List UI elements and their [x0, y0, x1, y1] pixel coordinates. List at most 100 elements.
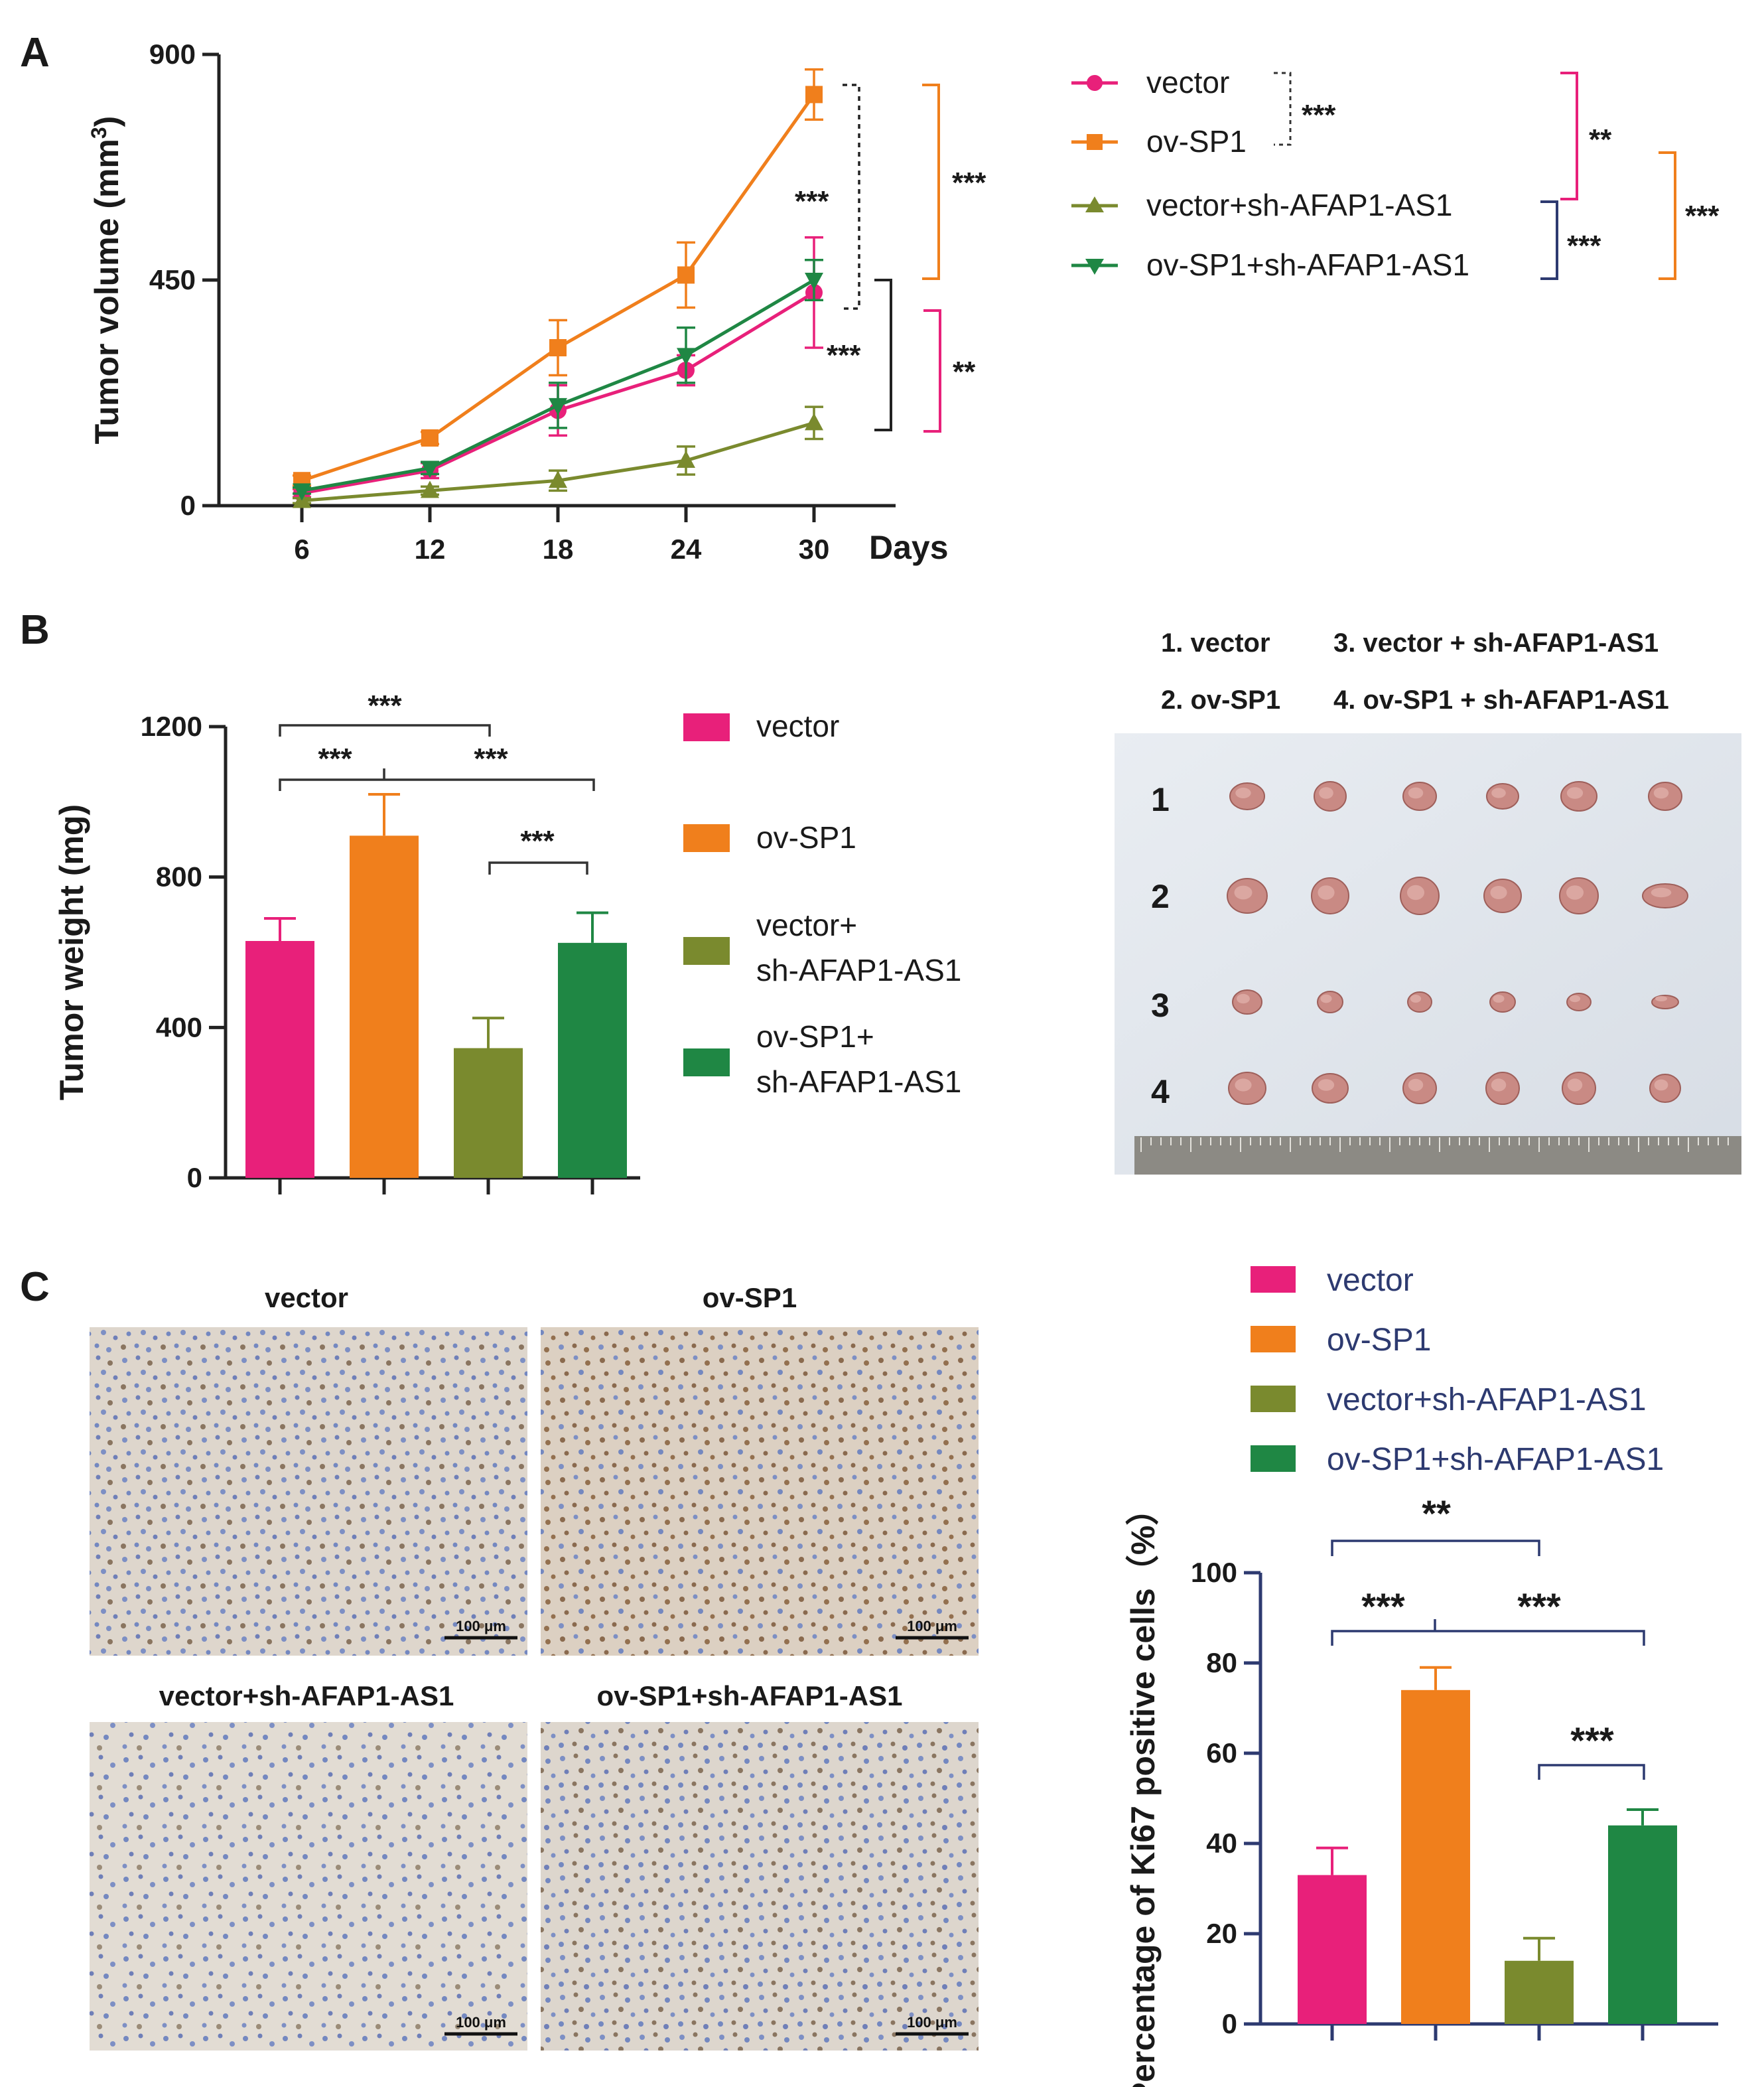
a-y-tick-label: 0 — [180, 490, 196, 521]
b-bar — [558, 942, 627, 1178]
c-bar — [1401, 1690, 1470, 2024]
ruler-ticks — [1140, 1137, 1729, 1152]
photo-row-label: 4 — [1151, 1073, 1170, 1110]
b-y-axis-title: Tumor weight (mg) — [53, 804, 90, 1100]
tumor-highlight — [1654, 1079, 1668, 1091]
micrograph-ov-sp1: 100 μm — [541, 1327, 979, 1656]
c-sig-low: *** — [1570, 1719, 1614, 1761]
photo-ruler — [1134, 1136, 1741, 1175]
a-legend-sig-3: *** — [1567, 230, 1601, 262]
a-x-tick-label: 12 — [415, 534, 446, 565]
c-legend-label: vector — [1327, 1263, 1414, 1298]
tumor-highlight — [1408, 1078, 1424, 1092]
b-legend-label-line2: sh-AFAP1-AS1 — [756, 953, 961, 987]
a-legend-orange-bracket — [1659, 151, 1676, 280]
b-bars — [245, 793, 627, 1194]
micro-title-ov-sp1: ov-SP1 — [703, 1282, 797, 1313]
tumor-highlight — [1237, 993, 1250, 1004]
micro-title-vector: vector — [265, 1282, 348, 1313]
a-legend-label: vector+sh-AFAP1-AS1 — [1146, 188, 1452, 222]
b-legend-label-line2: sh-AFAP1-AS1 — [756, 1064, 961, 1099]
c-bars — [1298, 1666, 1677, 2041]
a-series-vector-sh-afap1-as1 — [293, 405, 823, 508]
photo-legend-2: 2. ov-SP1 — [1161, 685, 1280, 715]
c-legend-label: ov-SP1 — [1327, 1323, 1431, 1358]
tumor-highlight — [1410, 995, 1422, 1003]
b-legend-swatch-ov-sp1-sh — [683, 1048, 730, 1076]
a-x-ticks: 6 12 18 24 30 — [294, 506, 829, 565]
a-legend-sig-1: *** — [1302, 99, 1336, 131]
b-legend-label: vector — [756, 709, 839, 743]
scale-label: 100 μm — [456, 2014, 506, 2031]
scale-label: 100 μm — [907, 1618, 957, 1634]
b-sig-mid-right: *** — [474, 743, 508, 775]
c-legend-swatch-vector — [1251, 1266, 1296, 1293]
tumor-highlight — [1653, 787, 1669, 799]
a-point — [677, 266, 695, 284]
a-point — [677, 348, 695, 366]
a-legend-label: ov-SP1 — [1146, 124, 1247, 159]
tumor-highlight — [1318, 885, 1335, 900]
a-legend-navy-bracket — [1540, 200, 1558, 280]
b-y-ticks: 0 400 800 1200 — [141, 711, 226, 1193]
photo-legend-1: 1. vector — [1161, 628, 1270, 658]
tumor-highlight — [1566, 787, 1584, 799]
c-y-axis-title: Percentage of Ki67 positive cells（%） — [1124, 1492, 1162, 2087]
photo-legend-4: 4. ov-SP1 + sh-AFAP1-AS1 — [1333, 685, 1669, 715]
a-point — [421, 480, 439, 498]
c-y-tick-label: 100 — [1191, 1557, 1237, 1588]
b-legend-swatch-ov-sp1 — [683, 824, 730, 852]
a-legend-pink-bracket — [1560, 72, 1578, 200]
c-legend-label: vector+sh-AFAP1-AS1 — [1327, 1382, 1647, 1417]
a-dotted-bracket — [843, 84, 860, 310]
a-legend: vector ov-SP1 vector+sh-AFAP1-AS1 ov-SP1… — [1071, 65, 1720, 282]
tumor-highlight — [1319, 787, 1333, 799]
b-sig-top: *** — [368, 689, 402, 722]
tumor-specimen — [1407, 991, 1432, 1013]
tumor-highlight — [1493, 995, 1505, 1003]
a-point — [549, 397, 567, 415]
a-black-bracket — [874, 279, 892, 431]
a-point — [805, 86, 823, 104]
a-point — [293, 483, 311, 501]
photo-row-label: 2 — [1151, 878, 1170, 915]
c-bracket-top — [1331, 1540, 1540, 1556]
c-y-tick-label: 0 — [1222, 2008, 1237, 2039]
tumor-highlight — [1490, 886, 1507, 899]
c-bar — [1505, 1960, 1574, 2024]
a-dotted-sig: *** — [795, 185, 829, 218]
a-series — [293, 68, 823, 508]
panel-a-letter: A — [20, 30, 50, 76]
a-x-tick-label: 30 — [799, 534, 830, 565]
panel-a-line-chart: A 0 450 900 6 12 18 24 30 Days Tumor volume (m… — [20, 30, 1720, 566]
a-point — [805, 413, 823, 431]
c-bracket-mid — [1331, 1630, 1645, 1646]
tumor-highlight — [1567, 1078, 1583, 1092]
tumor-highlight — [1569, 995, 1581, 1003]
a-legend-label: ov-SP1+sh-AFAP1-AS1 — [1146, 248, 1469, 282]
a-x-tick-label: 6 — [294, 534, 309, 565]
c-sig-top: ** — [1422, 1492, 1451, 1534]
tumor-highlight — [1235, 1078, 1252, 1092]
tumor-specimen — [1317, 991, 1343, 1013]
a-x-tick-label: 24 — [671, 534, 702, 565]
c-y-tick-label: 60 — [1206, 1737, 1237, 1768]
tumor-specimen — [1566, 993, 1592, 1011]
c-bar — [1298, 1875, 1367, 2024]
a-x-axis-title: Days — [869, 529, 949, 566]
b-sig-low: *** — [520, 825, 555, 857]
c-bracket-low — [1538, 1764, 1645, 1780]
tumor-highlight — [1491, 788, 1506, 798]
a-pink-bracket — [923, 309, 941, 433]
c-y-ticks: 0 20 40 60 80 100 — [1191, 1557, 1260, 2039]
a-legend-sig-2: ** — [1589, 123, 1612, 156]
a-point — [421, 429, 439, 447]
c-y-tick-label: 40 — [1206, 1828, 1237, 1859]
a-legend-label: vector — [1146, 65, 1229, 100]
a-y-ticks: 0 450 900 — [149, 38, 219, 521]
b-bar — [350, 835, 419, 1178]
a-legend-item-vector: vector — [1071, 65, 1229, 100]
tumor-highlight — [1318, 1079, 1335, 1091]
a-legend-marker — [1085, 196, 1104, 212]
b-y-tick-label: 400 — [156, 1011, 202, 1043]
